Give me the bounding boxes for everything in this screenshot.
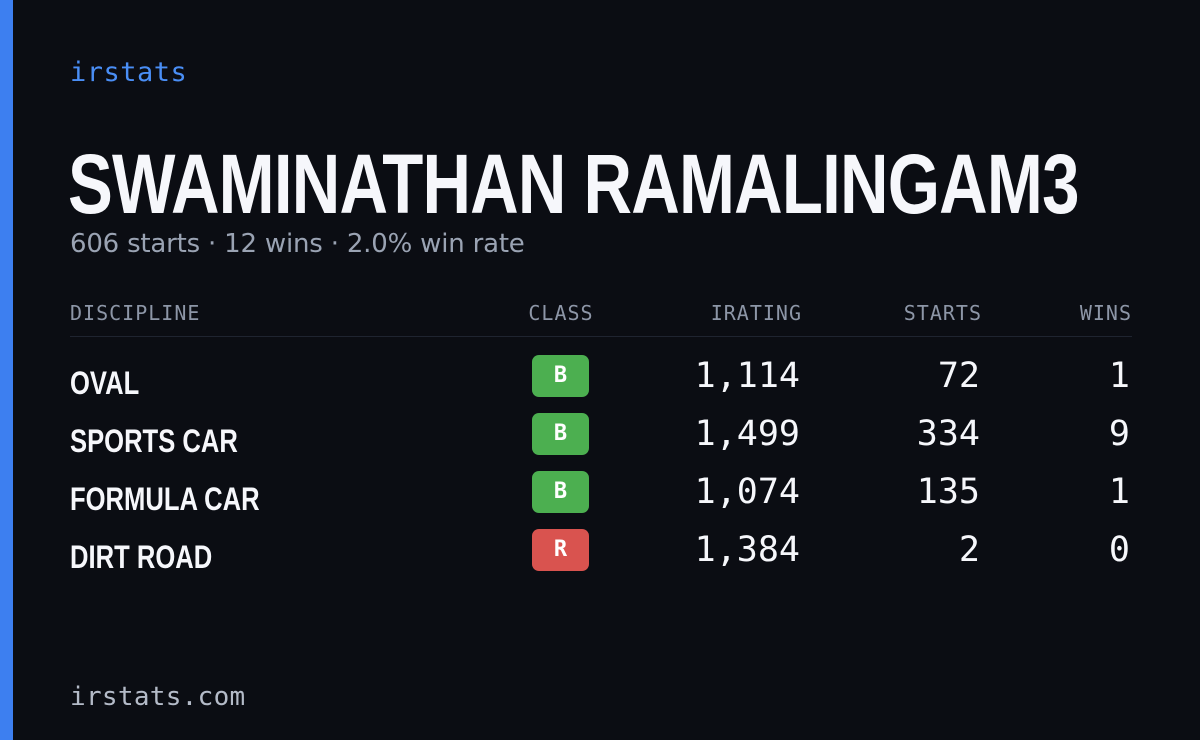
brand-logo[interactable]: irstats <box>70 57 188 88</box>
table-row: OVAL B 1,114 72 1 <box>70 353 1132 411</box>
discipline-cell: DIRT ROAD <box>70 539 213 575</box>
table-row: FORMULA CAR B 1,074 135 1 <box>70 469 1132 527</box>
wins-cell: 0 <box>1108 530 1130 570</box>
driver-name: SWAMINATHAN RAMALINGAM3 <box>68 137 1079 231</box>
starts-cell: 2 <box>958 530 980 570</box>
stats-table: DISCIPLINE CLASS IRATING STARTS WINS OVA… <box>70 296 1132 585</box>
accent-bar <box>0 0 13 740</box>
wins-cell: 1 <box>1108 472 1130 512</box>
header-discipline: DISCIPLINE <box>70 301 201 325</box>
class-badge: B <box>532 413 589 455</box>
header-wins: WINS <box>1079 301 1132 325</box>
driver-summary: 606 starts · 12 wins · 2.0% win rate <box>70 229 525 259</box>
table-row: DIRT ROAD R 1,384 2 0 <box>70 527 1132 585</box>
wins-cell: 1 <box>1108 356 1130 396</box>
table-body: OVAL B 1,114 72 1 SPORTS CAR B 1,499 334… <box>70 353 1132 585</box>
class-badge: R <box>532 529 589 571</box>
header-class: CLASS <box>528 301 594 325</box>
discipline-cell: FORMULA CAR <box>70 481 260 517</box>
footer-url[interactable]: irstats.com <box>70 682 246 712</box>
irating-cell: 1,074 <box>694 472 800 512</box>
table-header: DISCIPLINE CLASS IRATING STARTS WINS <box>70 296 1132 337</box>
starts-cell: 135 <box>916 472 980 512</box>
starts-cell: 72 <box>937 356 980 396</box>
starts-cell: 334 <box>916 414 980 454</box>
header-starts: STARTS <box>903 301 982 325</box>
discipline-cell: SPORTS CAR <box>70 423 238 459</box>
irating-cell: 1,384 <box>694 530 800 570</box>
table-row: SPORTS CAR B 1,499 334 9 <box>70 411 1132 469</box>
class-badge: B <box>532 471 589 513</box>
class-badge: B <box>532 355 589 397</box>
irating-cell: 1,499 <box>694 414 800 454</box>
irating-cell: 1,114 <box>694 356 800 396</box>
header-irating: IRATING <box>710 301 802 325</box>
discipline-cell: OVAL <box>70 365 140 401</box>
wins-cell: 9 <box>1108 414 1130 454</box>
